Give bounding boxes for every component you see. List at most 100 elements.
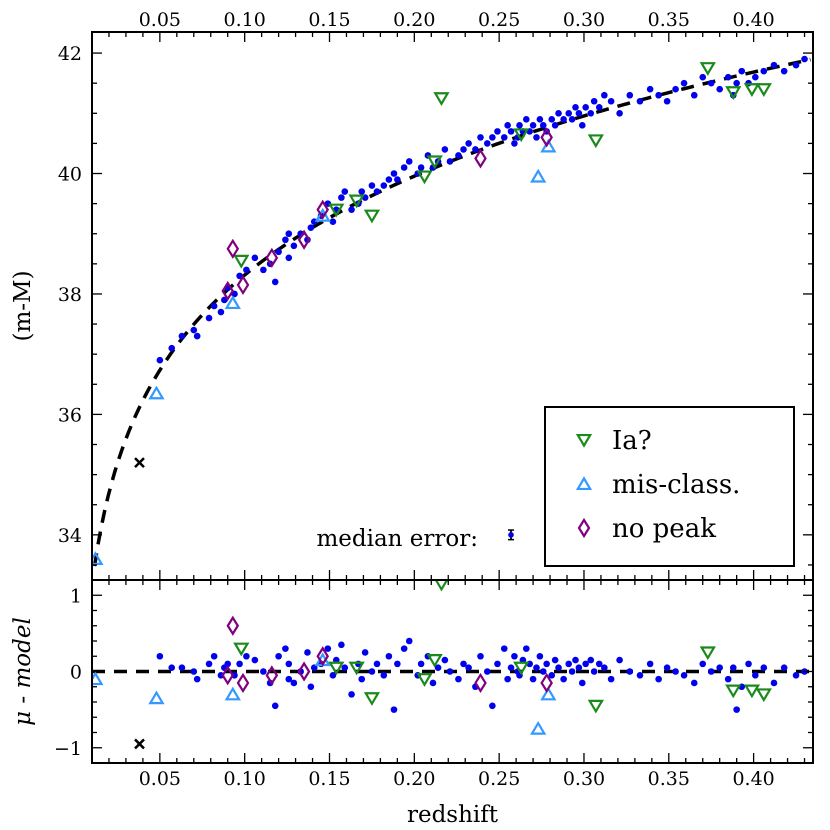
residual-point-dot bbox=[405, 637, 413, 645]
data-point-dot bbox=[338, 194, 345, 201]
residual-point-dot bbox=[390, 706, 398, 713]
data-point-dot bbox=[595, 103, 603, 111]
data-point-dot bbox=[548, 116, 556, 123]
data-point-dot bbox=[178, 332, 186, 340]
data-point-triangle-up bbox=[224, 295, 241, 310]
residual-point-dot bbox=[156, 652, 164, 660]
residual-point-dot bbox=[373, 660, 381, 668]
data-point-dot bbox=[477, 134, 484, 141]
residual-point-dot bbox=[572, 656, 579, 664]
residual-point-dot bbox=[465, 664, 472, 671]
data-point-dot bbox=[285, 254, 293, 262]
data-point-dot bbox=[341, 188, 349, 195]
data-point-diamond bbox=[474, 148, 487, 169]
residual-point-cross bbox=[134, 738, 145, 750]
residual-point-dot bbox=[251, 656, 259, 664]
data-point-dot bbox=[752, 73, 759, 81]
residual-point-dot bbox=[560, 675, 567, 683]
residual-point-dot bbox=[324, 645, 332, 652]
data-point-dot bbox=[190, 326, 198, 334]
data-point-dot bbox=[760, 67, 768, 75]
residual-point-dot bbox=[582, 660, 589, 668]
residual-point-diamond bbox=[226, 615, 240, 636]
residual-point-dot bbox=[224, 660, 232, 668]
residual-point-dot bbox=[680, 672, 688, 679]
residual-point-triangle-down bbox=[363, 692, 381, 706]
residual-point-dot bbox=[578, 679, 586, 687]
legend-label: mis-class. bbox=[612, 470, 740, 500]
residual-point-dot bbox=[348, 691, 355, 698]
data-point-dot bbox=[590, 97, 598, 105]
residual-point-dot bbox=[690, 679, 698, 687]
residual-point-dot bbox=[565, 660, 573, 668]
data-point-diamond bbox=[297, 229, 311, 250]
data-point-dot bbox=[400, 164, 408, 171]
data-point-triangle-down bbox=[513, 128, 530, 143]
data-point-dot bbox=[221, 296, 228, 304]
data-point-dot bbox=[572, 103, 579, 111]
data-point-dot bbox=[672, 85, 679, 93]
data-point-dot bbox=[275, 248, 282, 256]
data-point-dot bbox=[500, 134, 508, 141]
residual-point-dot bbox=[533, 664, 540, 671]
x-tick-label-top: 0.15 bbox=[308, 9, 350, 31]
data-point-dot bbox=[243, 266, 250, 274]
residual-point-triangle-down bbox=[434, 580, 449, 592]
residual-point-dot bbox=[210, 652, 218, 660]
residual-point-dot bbox=[243, 652, 250, 660]
residual-point-dot bbox=[380, 672, 388, 679]
data-point-dot bbox=[626, 91, 634, 99]
data-point-triangle-down bbox=[426, 155, 443, 170]
data-point-triangle-down bbox=[755, 83, 772, 97]
residual-point-dot bbox=[417, 660, 425, 668]
legend-marker-triangle-down bbox=[575, 433, 593, 448]
data-point-dot bbox=[290, 242, 298, 250]
data-point-dot bbox=[348, 206, 355, 213]
data-point-dot bbox=[616, 109, 623, 117]
residual-point-dot bbox=[434, 664, 442, 671]
residual-point-dot bbox=[282, 645, 289, 652]
residual-point-triangle-down bbox=[587, 699, 604, 714]
data-point-dot bbox=[792, 61, 800, 69]
y-tick-label-top: 34 bbox=[58, 525, 82, 547]
residual-point-dot bbox=[663, 664, 671, 671]
residual-point-triangle-down bbox=[743, 684, 761, 699]
y-tick-label-top: 42 bbox=[58, 43, 82, 65]
data-point-diamond bbox=[221, 280, 235, 302]
residual-point-dot bbox=[551, 656, 559, 664]
residual-point-dot bbox=[646, 660, 654, 668]
residual-point-dot bbox=[655, 675, 662, 683]
data-point-dot bbox=[217, 308, 225, 316]
data-point-dot bbox=[582, 103, 589, 111]
residual-point-dot bbox=[368, 668, 376, 675]
residual-point-dot bbox=[361, 649, 369, 656]
data-point-diamond bbox=[236, 274, 250, 295]
data-point-dot bbox=[373, 188, 381, 195]
residual-point-dot bbox=[716, 664, 723, 671]
y-axis-title-top: (m-M) bbox=[10, 270, 36, 341]
data-point-dot bbox=[560, 116, 567, 123]
y-tick-label-top: 38 bbox=[58, 284, 82, 306]
data-point-dot bbox=[536, 116, 544, 123]
data-point-dot bbox=[168, 344, 176, 352]
data-point-dot bbox=[522, 116, 530, 123]
residual-point-triangle-up bbox=[530, 720, 547, 735]
data-point-dot bbox=[205, 314, 213, 322]
data-point-dot bbox=[780, 67, 788, 75]
x-tick-label-bottom: 0.15 bbox=[308, 768, 350, 790]
residual-point-dot bbox=[285, 660, 293, 668]
data-point-dot bbox=[770, 61, 778, 69]
data-point-dot bbox=[271, 278, 279, 286]
residual-point-triangle-down bbox=[725, 684, 742, 699]
residual-point-dot bbox=[205, 660, 213, 668]
data-point-diamond bbox=[265, 247, 279, 268]
residual-point-dot bbox=[285, 675, 293, 683]
x-tick-label-top: 0.40 bbox=[732, 9, 774, 31]
residual-point-dot bbox=[460, 660, 467, 668]
residual-point-dot bbox=[616, 656, 623, 664]
residual-point-dot bbox=[543, 660, 550, 668]
residual-point-dot bbox=[626, 668, 634, 675]
residual-point-diamond bbox=[540, 672, 553, 694]
data-point-triangle-down bbox=[699, 62, 716, 76]
